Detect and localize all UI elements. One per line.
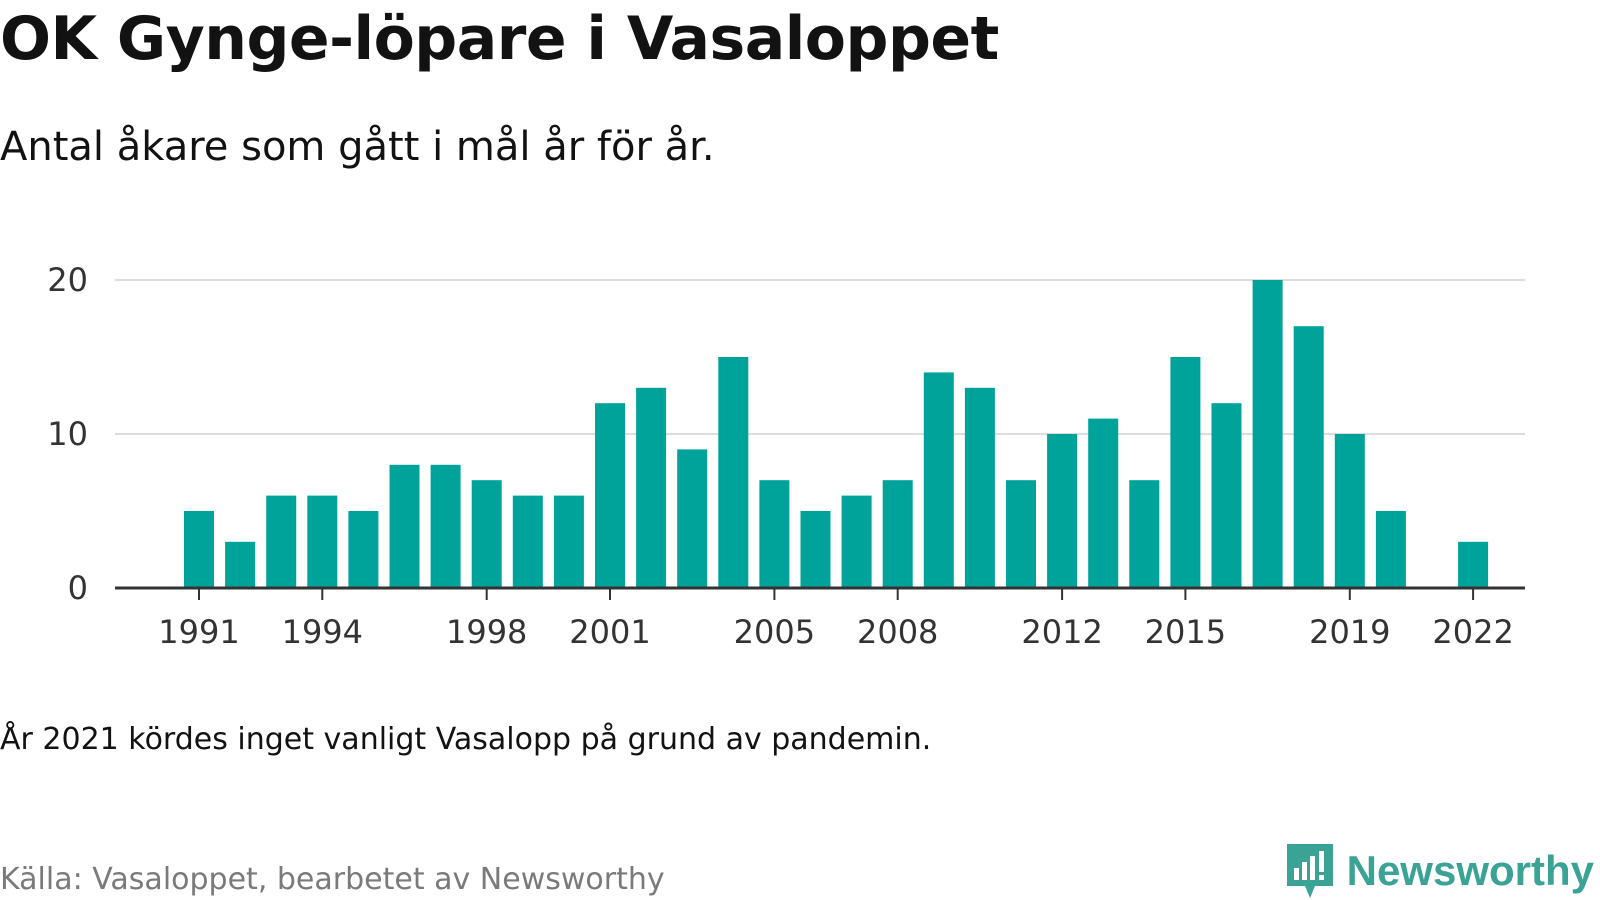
bar-2007 [841,495,872,588]
x-tick-label: 2005 [734,613,815,651]
bar-2019 [1334,434,1365,588]
bar-2012 [1047,434,1078,588]
bar-2011 [1006,480,1036,588]
x-tick-label: 1998 [446,613,527,651]
grid-lines [115,279,1525,435]
bar-chart: 0 10 20 1991 1994 1998 2001 2005 2008 2012 2015 201… [47,261,1525,651]
bar-2009 [923,372,954,588]
x-tick-label: 2015 [1145,613,1226,651]
source-text: Källa: Vasaloppet, bearbetet av Newswort… [0,862,665,897]
bar-2016 [1211,403,1242,588]
y-tick-label: 10 [47,415,88,453]
newsworthy-logo-icon [1286,844,1333,898]
bar-1994 [307,495,338,588]
bars [184,280,1489,588]
x-tick-label: 2019 [1309,613,1390,651]
bar-2008 [882,480,913,588]
brand-name: Newsworthy [1346,847,1594,894]
bar-2006 [800,511,831,588]
chart-subtitle: Antal åkare som gått i mål år för år. [0,124,715,170]
bar-1996 [389,464,420,588]
bar-2017 [1252,280,1283,588]
bar-2003 [677,449,708,588]
bar-1997 [430,464,461,588]
bar-2015 [1170,357,1201,588]
chart-note: År 2021 kördes inget vanligt Vasalopp på… [0,722,932,757]
bar-2005 [759,480,790,588]
axes: 0 10 20 1991 1994 1998 2001 2005 2008 2012 2015 201… [47,261,1525,651]
bar-2014 [1129,480,1160,588]
bar-2002 [636,387,667,588]
bar-1993 [266,495,297,588]
bar-1991 [184,511,214,588]
bar-2013 [1088,418,1119,588]
brand-logo: Newsworthy [1285,842,1594,900]
bar-1998 [471,480,502,588]
x-tick-label: 1994 [282,613,363,651]
bar-2010 [964,387,995,588]
bar-2022 [1458,541,1489,588]
bar-2020 [1375,511,1406,588]
bar-1999 [512,495,543,588]
bar-1995 [348,511,379,588]
x-tick-label: 2001 [569,613,650,651]
chart-title: OK Gynge-löpare i Vasaloppet [0,4,999,74]
bar-2000 [553,495,584,588]
x-tick-label: 1991 [158,613,239,651]
x-tick-label: 2008 [857,613,938,651]
x-tick-label: 2012 [1021,613,1102,651]
bar-2018 [1293,326,1324,588]
y-tick-label: 0 [68,569,88,607]
bar-2004 [718,357,749,588]
bar-2001 [595,403,625,588]
y-tick-label: 20 [47,261,88,299]
bar-1992 [225,541,256,588]
x-tick-label: 2022 [1432,613,1513,651]
